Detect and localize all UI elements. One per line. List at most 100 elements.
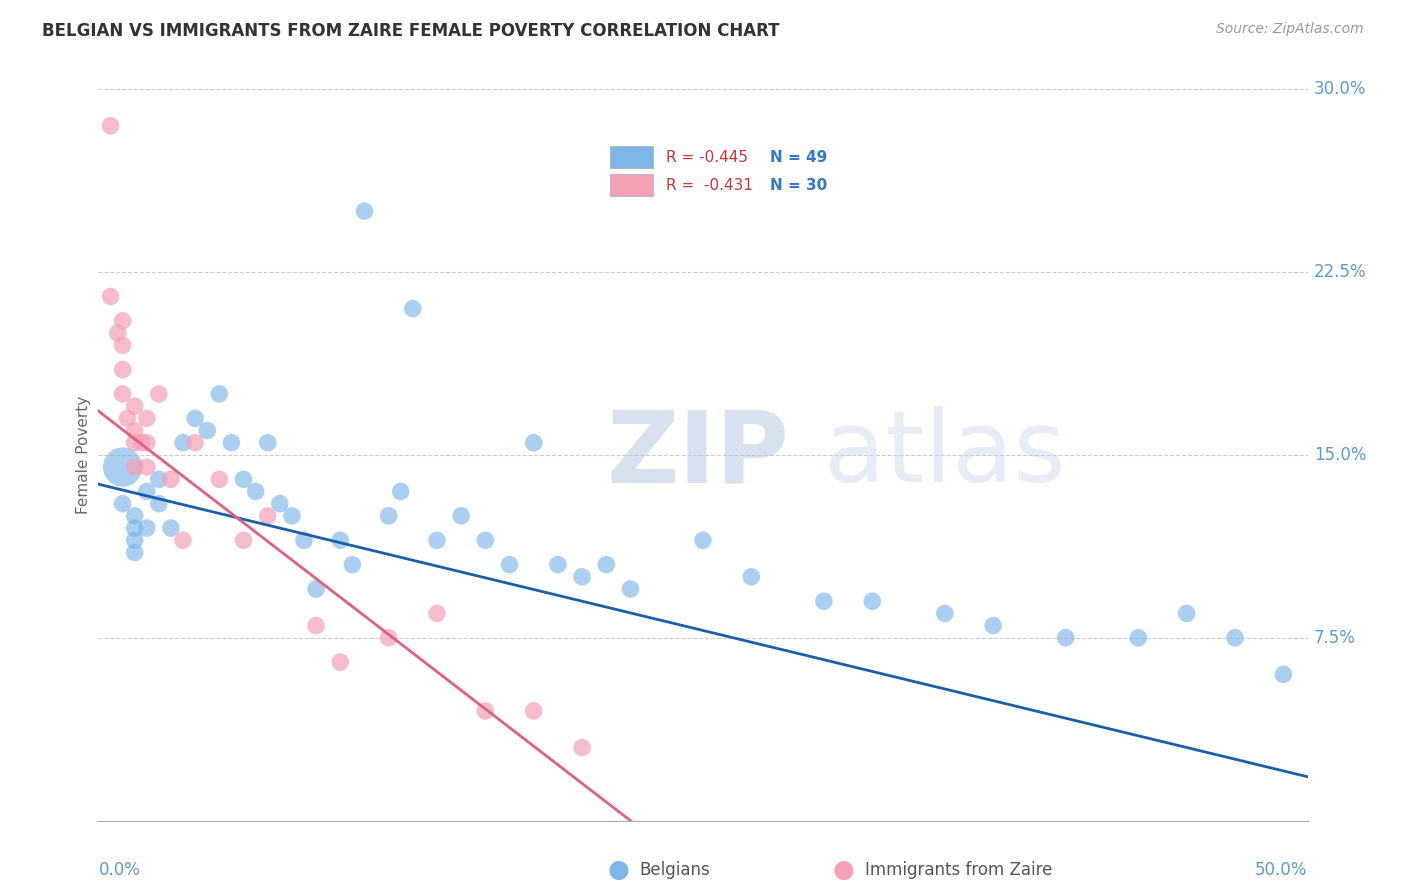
Point [117, 411, 139, 425]
Text: 0.0%: 0.0% [98, 861, 141, 879]
Point [595, 558, 617, 572]
Text: 7.5%: 7.5% [1313, 629, 1355, 647]
Point [184, 411, 207, 425]
Point [571, 740, 593, 755]
Point [135, 521, 157, 535]
Point [172, 435, 194, 450]
Point [426, 533, 449, 548]
Point [111, 338, 134, 352]
Point [256, 435, 278, 450]
Point [148, 387, 170, 401]
Point [692, 533, 714, 548]
Point [148, 472, 170, 486]
Point [135, 435, 157, 450]
Point [124, 545, 146, 559]
Point [981, 618, 1004, 632]
Point [111, 314, 134, 328]
Point [111, 460, 134, 475]
Point [256, 508, 278, 523]
Text: 30.0%: 30.0% [1313, 80, 1367, 98]
Point [160, 521, 183, 535]
Point [111, 362, 134, 376]
Point [329, 655, 352, 669]
Point [292, 533, 315, 548]
Point [571, 570, 593, 584]
Text: R =  -0.431: R = -0.431 [665, 178, 752, 193]
Point [353, 204, 375, 219]
Point [426, 607, 449, 621]
Point [124, 521, 146, 535]
Y-axis label: Female Poverty: Female Poverty [76, 396, 91, 514]
Point [450, 508, 472, 523]
Point [342, 558, 364, 572]
Text: ●: ● [607, 858, 630, 881]
Point [305, 618, 328, 632]
Bar [610, 174, 654, 196]
Point [232, 533, 254, 548]
Text: Immigrants from Zaire: Immigrants from Zaire [865, 861, 1052, 879]
Point [474, 533, 496, 548]
Point [377, 631, 399, 645]
Point [1272, 667, 1295, 681]
Point [208, 387, 231, 401]
Point [135, 484, 157, 499]
Point [281, 508, 304, 523]
Text: R = -0.445: R = -0.445 [665, 150, 748, 165]
Point [232, 472, 254, 486]
Text: ZIP: ZIP [606, 407, 789, 503]
Point [329, 533, 352, 548]
Point [124, 460, 146, 475]
Point [124, 424, 146, 438]
Point [124, 399, 146, 413]
Point [523, 435, 546, 450]
Point [740, 570, 762, 584]
Bar [610, 146, 654, 169]
Point [547, 558, 569, 572]
Point [124, 508, 146, 523]
Text: N = 30: N = 30 [769, 178, 827, 193]
Text: Source: ZipAtlas.com: Source: ZipAtlas.com [1216, 22, 1364, 37]
Point [1175, 607, 1198, 621]
Text: 50.0%: 50.0% [1256, 861, 1308, 879]
Point [107, 326, 129, 340]
Point [172, 533, 194, 548]
Point [934, 607, 956, 621]
Point [523, 704, 546, 718]
Point [377, 508, 399, 523]
Point [131, 435, 153, 450]
Point [148, 497, 170, 511]
Point [111, 387, 134, 401]
Point [221, 435, 243, 450]
Point [160, 472, 183, 486]
Point [184, 435, 207, 450]
Point [269, 497, 291, 511]
Point [1054, 631, 1077, 645]
Point [100, 119, 122, 133]
Text: atlas: atlas [824, 407, 1066, 503]
Text: ●: ● [832, 858, 855, 881]
Point [619, 582, 641, 596]
Point [195, 424, 218, 438]
Point [208, 472, 231, 486]
Point [474, 704, 496, 718]
Text: Belgians: Belgians [640, 861, 710, 879]
Point [1223, 631, 1246, 645]
Text: N = 49: N = 49 [769, 150, 827, 165]
Point [100, 289, 122, 303]
Point [813, 594, 835, 608]
Point [498, 558, 520, 572]
Text: 15.0%: 15.0% [1313, 446, 1367, 464]
Point [1128, 631, 1150, 645]
Point [124, 533, 146, 548]
Point [305, 582, 328, 596]
Text: BELGIAN VS IMMIGRANTS FROM ZAIRE FEMALE POVERTY CORRELATION CHART: BELGIAN VS IMMIGRANTS FROM ZAIRE FEMALE … [42, 22, 780, 40]
Point [135, 411, 157, 425]
Point [389, 484, 412, 499]
Point [111, 497, 134, 511]
Point [402, 301, 425, 316]
Text: 22.5%: 22.5% [1313, 263, 1367, 281]
Point [124, 435, 146, 450]
Point [245, 484, 267, 499]
Point [860, 594, 883, 608]
Point [135, 460, 157, 475]
